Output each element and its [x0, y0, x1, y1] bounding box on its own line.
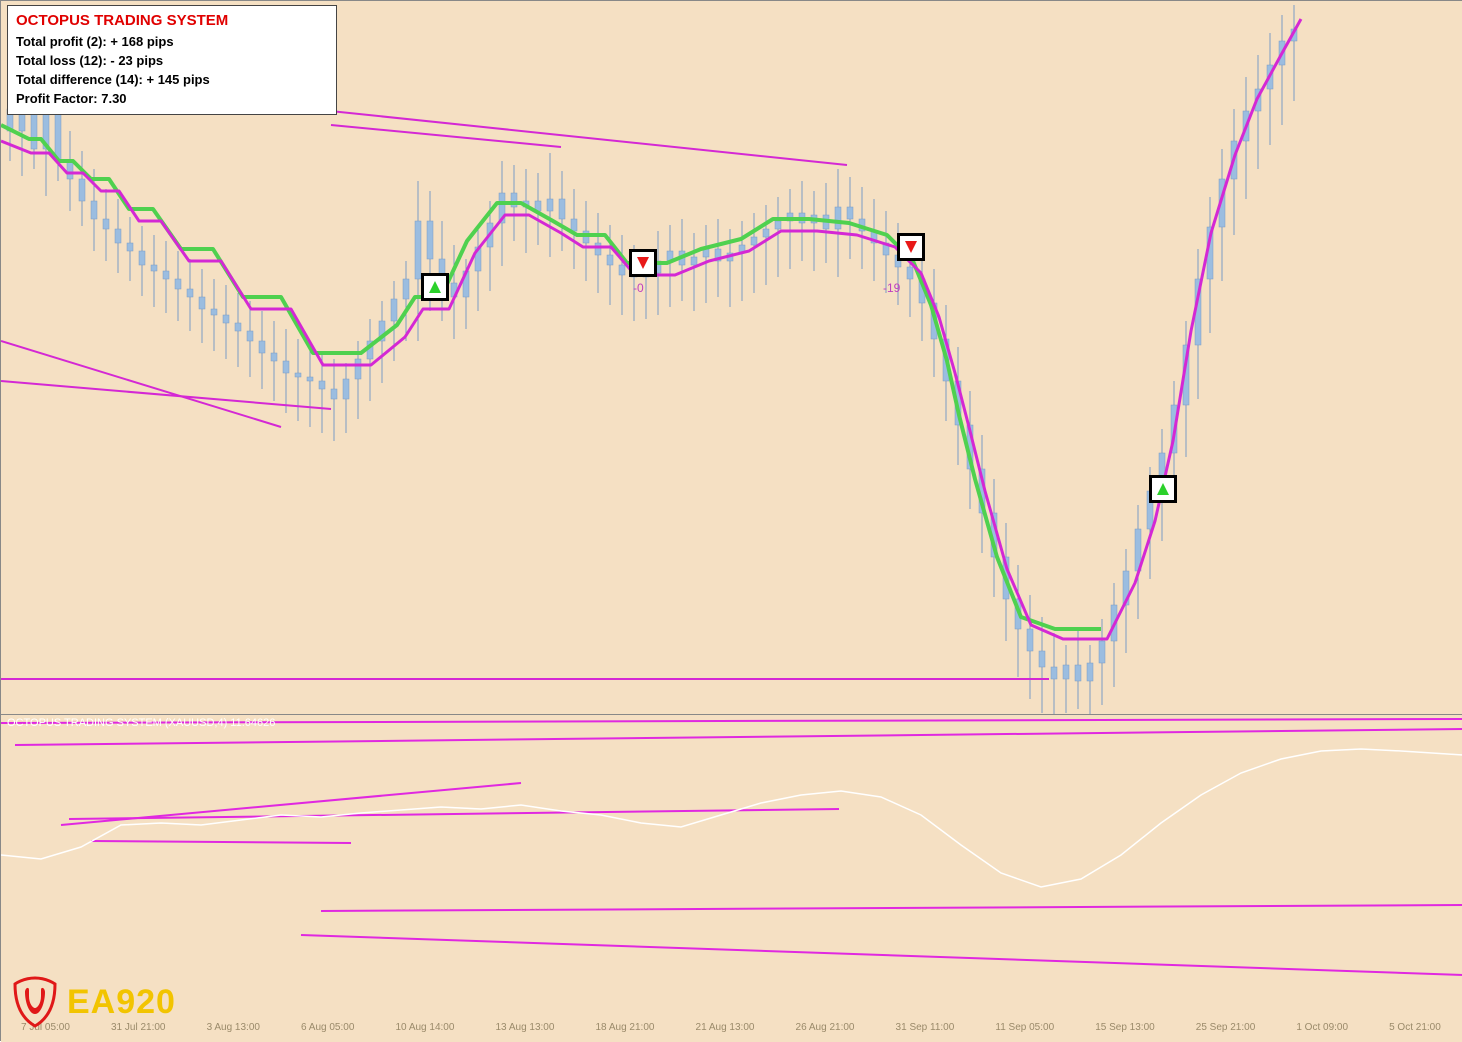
x-axis-tick-label: 18 Aug 21:00	[596, 1022, 655, 1038]
x-axis-tick-label: 31 Sep 11:00	[896, 1022, 955, 1038]
sub-chart-label: OCTOPUS TRADING SYSTEM (XAUUSD,4) 11.646…	[7, 717, 275, 729]
sell-signal-icon	[897, 233, 925, 261]
signal-value-label: -19	[883, 281, 900, 295]
main-price-chart[interactable]: OCTOPUS TRADING SYSTEM Total profit (2):…	[0, 0, 1462, 714]
x-axis-tick-label: 25 Sep 21:00	[1196, 1022, 1256, 1038]
stats-row: Profit Factor: 7.30	[16, 90, 328, 109]
brand-text: EA920	[67, 983, 176, 1022]
x-axis-ticks: 7 Jul 05:0031 Jul 21:003 Aug 13:006 Aug …	[1, 1022, 1461, 1038]
x-axis-tick-label: 11 Sep 05:00	[995, 1022, 1054, 1038]
sub-svg-layer	[1, 715, 1462, 1042]
x-axis-tick-label: 6 Aug 05:00	[301, 1022, 354, 1038]
stats-title: OCTOPUS TRADING SYSTEM	[16, 12, 328, 29]
x-axis-tick-label: 15 Sep 13:00	[1095, 1022, 1155, 1038]
x-axis-tick-label: 13 Aug 13:00	[495, 1022, 554, 1038]
shield-icon	[7, 974, 63, 1030]
stats-row: Total difference (14): + 145 pips	[16, 71, 328, 90]
brand-logo: EA920	[7, 974, 176, 1030]
stats-panel: OCTOPUS TRADING SYSTEM Total profit (2):…	[7, 5, 337, 115]
x-axis-tick-label: 10 Aug 14:00	[395, 1022, 454, 1038]
x-axis-tick-label: 26 Aug 21:00	[796, 1022, 855, 1038]
signal-value-label: -0	[633, 281, 644, 295]
x-axis-tick-label: 5 Oct 21:00	[1389, 1022, 1441, 1038]
sub-oscillator-chart[interactable]: OCTOPUS TRADING SYSTEM (XAUUSD,4) 11.646…	[0, 714, 1462, 1041]
stats-row: Total loss (12): - 23 pips	[16, 52, 328, 71]
buy-signal-icon	[1149, 475, 1177, 503]
x-axis-tick-label: 1 Oct 09:00	[1296, 1022, 1348, 1038]
stats-row: Total profit (2): + 168 pips	[16, 33, 328, 52]
x-axis-tick-label: 3 Aug 13:00	[207, 1022, 260, 1038]
x-axis-tick-label: 21 Aug 13:00	[696, 1022, 755, 1038]
sell-signal-icon	[629, 249, 657, 277]
buy-signal-icon	[421, 273, 449, 301]
